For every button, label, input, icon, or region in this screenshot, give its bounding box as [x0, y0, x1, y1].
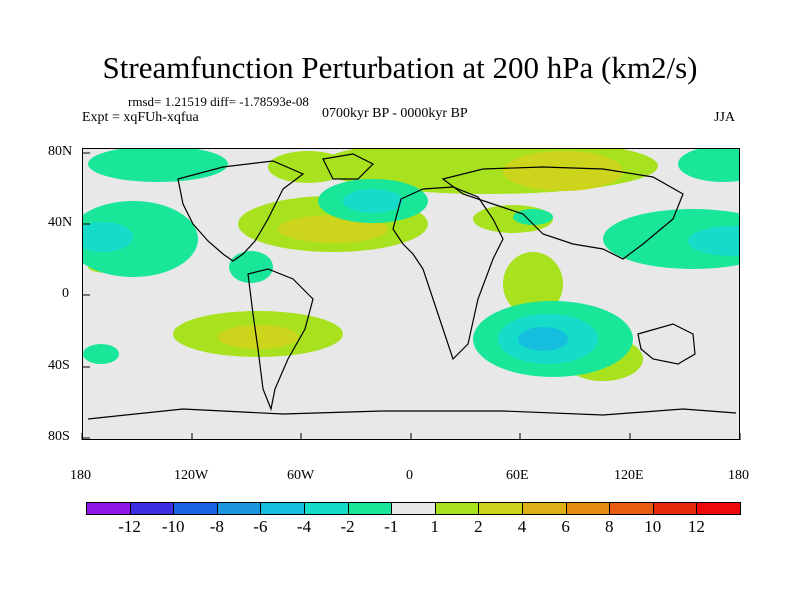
colorbar-label: 4 — [517, 517, 527, 536]
season-label: JJA — [714, 110, 736, 125]
period-label: 0700kyr BP - 0000kyr BP — [322, 106, 468, 121]
lat-label: 80N — [48, 144, 73, 159]
colorbar-cell — [391, 502, 436, 515]
colorbar-label: -8 — [209, 517, 224, 536]
negative-regions — [83, 149, 739, 377]
lat-label: 0 — [62, 286, 69, 301]
lon-label: 120E — [614, 468, 644, 483]
lon-label: 60E — [506, 468, 529, 483]
colorbar-label: 10 — [644, 517, 662, 536]
colorbar-cell — [478, 502, 523, 515]
colorbar-label: 12 — [687, 517, 705, 536]
lon-label: 180 — [728, 468, 749, 483]
colorbar-label: -12 — [118, 517, 141, 536]
colorbar-cell — [434, 502, 480, 515]
colorbar-label: -4 — [296, 517, 312, 536]
colorbar-label: 8 — [604, 517, 614, 536]
stats-text: rmsd= 1.21519 diff= -1.78593e-08 — [128, 94, 309, 109]
lat-label: 40N — [48, 215, 73, 230]
map-svg — [83, 149, 739, 439]
colorbar-label: 2 — [474, 517, 483, 536]
colorbar-cell — [86, 502, 131, 515]
colorbar-cell — [696, 502, 741, 515]
colorbar-label: 6 — [561, 517, 570, 536]
colorbar-cell — [304, 502, 349, 515]
colorbar-label: -6 — [253, 517, 268, 536]
colorbar-cell — [129, 502, 175, 515]
colorbar-cell — [260, 502, 305, 515]
map-panel — [82, 148, 740, 440]
colorbar-label: -1 — [384, 517, 399, 536]
colorbar-cell — [522, 502, 567, 515]
colorbar-cell — [347, 502, 393, 515]
colorbar-label: -2 — [340, 517, 355, 536]
experiment-label: Expt = xqFUh-xqfua — [82, 110, 199, 125]
coastlines — [87, 153, 737, 420]
lon-label: 0 — [406, 468, 413, 483]
lat-label: 40S — [48, 358, 70, 373]
colorbar-label: 1 — [430, 517, 440, 536]
lon-label: 180 — [70, 468, 91, 483]
colorbar-cell — [216, 502, 262, 515]
colorbar-cell — [652, 502, 698, 515]
lon-label: 60W — [287, 468, 315, 483]
lon-label: 120W — [174, 468, 209, 483]
colorbar-cell — [565, 502, 611, 515]
colorbar-cell — [173, 502, 218, 515]
colorbar-label: -10 — [161, 517, 185, 536]
chart-title: Streamfunction Perturbation at 200 hPa (… — [102, 50, 698, 85]
colorbar-cell — [609, 502, 654, 515]
lat-label: 80S — [48, 429, 70, 444]
